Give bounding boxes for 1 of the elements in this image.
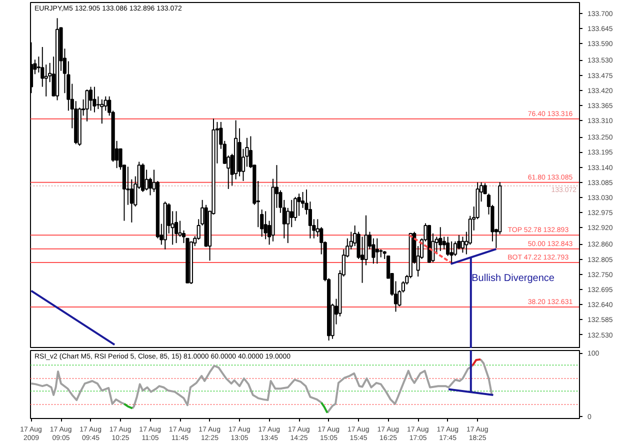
annotation: Bullish Divergence (472, 272, 555, 284)
